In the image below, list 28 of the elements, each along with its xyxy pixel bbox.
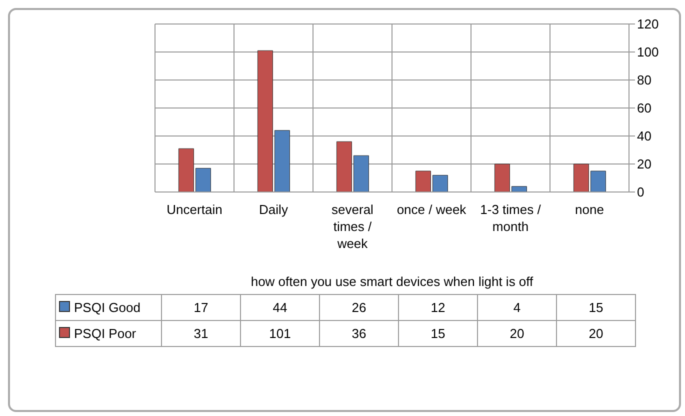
x-tick-label: once / week	[396, 202, 467, 217]
y-tick-label: 80	[637, 72, 652, 88]
data-label: 36	[320, 320, 398, 346]
y-tick-label: 60	[637, 100, 652, 116]
data-label: 4	[478, 294, 556, 320]
x-tick-label: none	[575, 202, 604, 217]
y-tick-label: 20	[637, 156, 652, 172]
data-label: 12	[398, 294, 478, 320]
y-tick-label: 100	[637, 44, 659, 60]
legend-label: PSQI Poor	[56, 320, 162, 346]
data-label: 26	[320, 294, 398, 320]
data-label: 31	[162, 320, 240, 346]
x-tick-label: several times / week	[332, 202, 374, 251]
y-tick-label: 0	[637, 184, 644, 200]
data-label: 15	[556, 294, 636, 320]
data-label: 15	[398, 320, 478, 346]
data-label: 20	[478, 320, 556, 346]
data-label: 20	[556, 320, 636, 346]
x-tick-label: Uncertain	[166, 202, 222, 217]
y-tick-label: 120	[637, 16, 659, 32]
data-label: 17	[162, 294, 240, 320]
legend-label: PSQI Good	[56, 294, 162, 320]
data-label: 44	[240, 294, 320, 320]
y-tick-label: 40	[637, 128, 652, 144]
x-axis-title: how often you use smart devices when light is off	[250, 274, 534, 289]
x-tick-label: Daily	[259, 202, 288, 217]
x-tick-label: 1-3 times / month	[480, 202, 542, 234]
data-label: 101	[240, 320, 320, 346]
